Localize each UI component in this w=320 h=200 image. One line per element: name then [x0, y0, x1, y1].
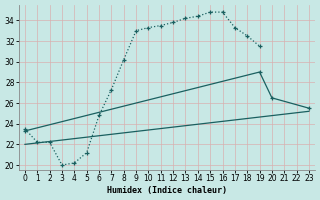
X-axis label: Humidex (Indice chaleur): Humidex (Indice chaleur): [107, 186, 227, 195]
